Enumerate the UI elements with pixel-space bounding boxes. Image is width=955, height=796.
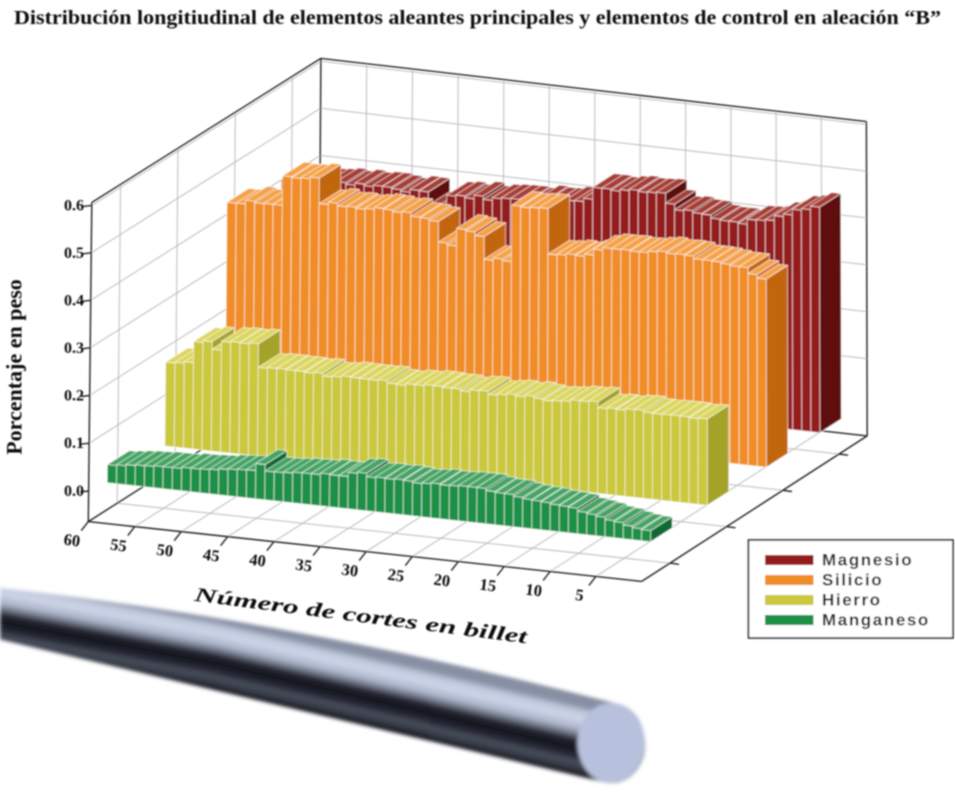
svg-text:0.0: 0.0: [64, 483, 84, 500]
svg-text:0.5: 0.5: [64, 245, 84, 262]
svg-text:Magnesio: Magnesio: [822, 551, 913, 570]
svg-text:35: 35: [294, 555, 313, 576]
svg-text:Distribución longitiudinal de: Distribución longitiudinal de elementos …: [14, 7, 941, 29]
svg-text:15: 15: [479, 575, 498, 596]
svg-text:Porcentaje en peso: Porcentaje en peso: [2, 279, 27, 455]
svg-text:45: 45: [202, 545, 221, 566]
svg-text:0.4: 0.4: [64, 292, 84, 309]
svg-text:25: 25: [387, 565, 406, 586]
svg-text:20: 20: [433, 570, 452, 591]
svg-text:Silicio: Silicio: [822, 571, 883, 590]
svg-text:Manganeso: Manganeso: [822, 611, 930, 630]
svg-text:0.2: 0.2: [64, 388, 84, 405]
svg-text:50: 50: [156, 540, 175, 561]
svg-text:Hierro: Hierro: [822, 591, 882, 610]
svg-text:0.6: 0.6: [64, 197, 84, 214]
svg-text:60: 60: [63, 530, 82, 551]
svg-text:30: 30: [341, 560, 360, 581]
svg-text:0.3: 0.3: [64, 340, 84, 357]
svg-text:40: 40: [248, 550, 267, 571]
svg-text:10: 10: [524, 580, 543, 601]
svg-text:0.1: 0.1: [64, 435, 84, 452]
svg-text:55: 55: [109, 535, 128, 556]
